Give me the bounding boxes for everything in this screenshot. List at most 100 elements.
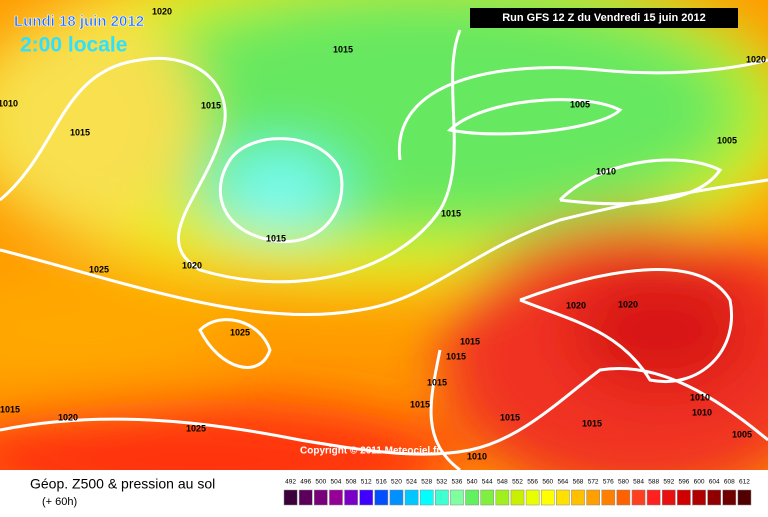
isobar-label: 1020: [618, 299, 638, 309]
isobar-label: 1010: [467, 451, 487, 461]
legend-title: Géop. Z500 & pression au sol: [30, 476, 215, 492]
scale-label: 600: [694, 479, 705, 486]
scale-label: 604: [709, 479, 720, 486]
scale-label: 528: [421, 479, 432, 486]
scale-label: 556: [527, 479, 538, 486]
scale-label: 504: [331, 479, 342, 486]
scale-swatch: [465, 489, 479, 506]
scale-label: 540: [467, 479, 478, 486]
scale-swatch: [631, 489, 646, 506]
scale-label: 548: [497, 479, 508, 486]
scale-swatch: [571, 489, 585, 506]
scale-label: 500: [315, 479, 326, 486]
scale-swatch: [435, 489, 449, 506]
run-box: [470, 8, 738, 28]
scale-swatch: [737, 489, 752, 506]
scale-label: 532: [436, 479, 447, 486]
isobar-label: 1015: [0, 404, 20, 414]
scale-label: 520: [391, 479, 402, 486]
scale-swatch: [707, 489, 721, 506]
scale-swatch: [540, 489, 555, 506]
isobar-label: 1015: [441, 208, 461, 218]
isobar-label: 1020: [746, 54, 766, 64]
scale-swatch: [389, 489, 404, 506]
date: Lundi 18 juin 2012: [14, 13, 144, 30]
scale-swatch: [419, 489, 434, 506]
color-scale: 492 496 500 504 508 512 516 520 524 528 532 536 540 5…: [283, 479, 752, 506]
scale-label: 568: [573, 479, 584, 486]
scale-swatch: [556, 489, 570, 506]
scale-label: 492: [285, 479, 296, 486]
isobar-label: 1015: [460, 336, 480, 346]
scale-swatch: [374, 489, 389, 506]
scale-swatch: [616, 489, 631, 506]
scale-swatch: [329, 489, 343, 506]
scale-label: 524: [406, 479, 417, 486]
legend-subtitle: (+ 60h): [42, 496, 77, 508]
isobar-label: 1020: [566, 300, 586, 310]
scale-swatch: [601, 489, 616, 506]
scale-label: 576: [603, 479, 614, 486]
isobar-label: 1010: [596, 166, 616, 176]
isobar-label: 1025: [186, 423, 206, 433]
isobar-label: 1010: [0, 98, 18, 108]
isobar-label: 1020: [152, 6, 172, 16]
isobars: [0, 29, 768, 472]
scale-label: 596: [678, 479, 689, 486]
isobar-label: 1015: [201, 100, 221, 110]
isobar-label: 1005: [717, 135, 737, 145]
isobar-label: 1015: [333, 44, 353, 54]
isobar-label: 1015: [582, 418, 602, 428]
copyright: Copyright © 2011 Meteociel.fr: [300, 446, 440, 457]
scale-swatch: [722, 489, 737, 506]
scale-swatch: [495, 489, 510, 506]
isobar-label: 1005: [570, 99, 590, 109]
scale-label: 612: [739, 479, 750, 486]
scale-label: 496: [300, 479, 311, 486]
run-info: Run GFS 12 Z du Vendredi 15 juin 2012: [502, 12, 706, 24]
isobar-label: 1015: [500, 412, 520, 422]
isobar-label: 1010: [690, 392, 710, 402]
isobar-label: 1020: [182, 260, 202, 270]
scale-swatch: [404, 489, 419, 506]
scale-label: 580: [618, 479, 629, 486]
scale-label: 552: [512, 479, 523, 486]
scale-swatch: [661, 489, 676, 506]
scale-label: 536: [452, 479, 463, 486]
scale-swatch: [525, 489, 540, 506]
scale-swatch: [586, 489, 600, 506]
scale-label: 508: [346, 479, 357, 486]
scale-label: 592: [663, 479, 674, 486]
scale-label: 564: [557, 479, 568, 486]
scale-label: 572: [588, 479, 599, 486]
isobar-label: 1005: [732, 429, 752, 439]
isobar-label: 1015: [427, 377, 447, 387]
scale-swatch: [344, 489, 358, 506]
isobar-label: 1015: [446, 351, 466, 361]
scale-label: 516: [376, 479, 387, 486]
scale-swatch: [359, 489, 374, 506]
isobar-label: 1015: [70, 127, 90, 137]
scale-label: 544: [482, 479, 493, 486]
isobar-label: 1025: [230, 327, 250, 337]
scale-swatch: [677, 489, 691, 506]
scale-swatch: [283, 489, 298, 506]
scale-swatch: [692, 489, 706, 506]
scale-label: 608: [724, 479, 735, 486]
isobar-label: 1020: [58, 412, 78, 422]
isobar-labels: 1020 1015 1010 1015 1015 1005 1005 1010 1015 1015…: [0, 6, 766, 461]
scale-label: 584: [633, 479, 644, 486]
scale-swatch: [314, 489, 328, 506]
scale-swatch: [480, 489, 495, 506]
isobar-label: 1025: [89, 264, 109, 274]
isobar-label: 1010: [692, 407, 712, 417]
isobar-label: 1015: [266, 233, 286, 243]
local-time: 2:00 locale: [20, 34, 127, 57]
scale-swatch: [510, 489, 525, 506]
isobar-label: 1015: [410, 399, 430, 409]
scale-label: 588: [648, 479, 659, 486]
scale-swatch: [298, 489, 313, 506]
